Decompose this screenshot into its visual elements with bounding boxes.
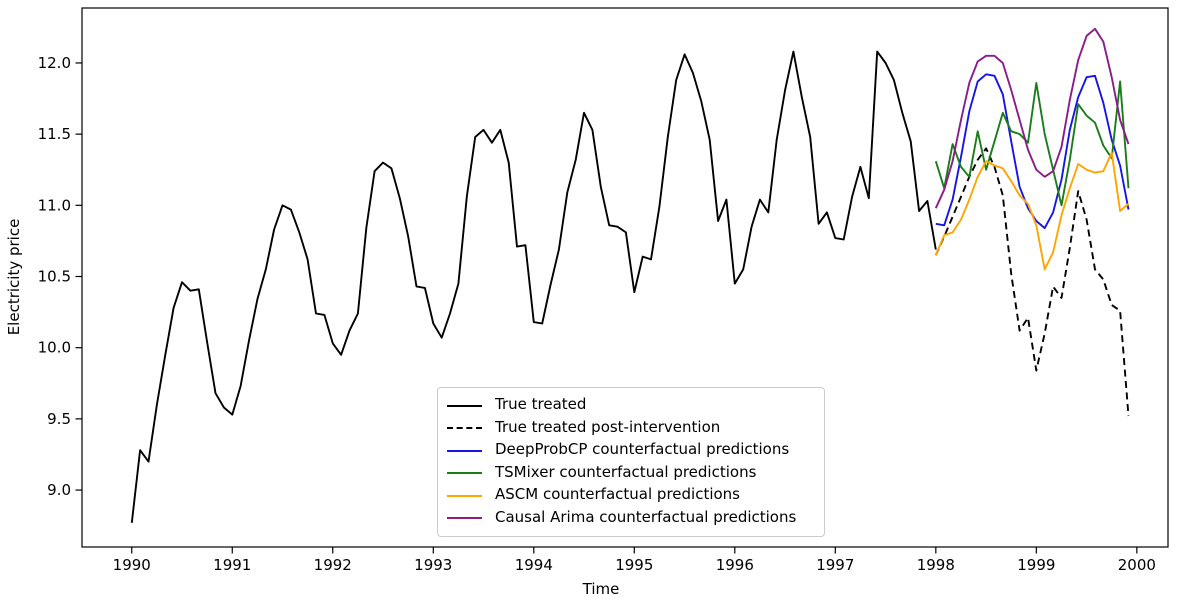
legend-label: True treated post-intervention <box>495 417 721 436</box>
legend-item: ASCM counterfactual predictions <box>447 485 814 506</box>
x-tick-label: 1995 <box>615 556 653 574</box>
x-tick-label: 1997 <box>816 556 854 574</box>
legend-line-swatch <box>447 449 482 452</box>
y-tick-label: 9.0 <box>47 481 71 499</box>
x-tick-label: 1991 <box>213 556 251 574</box>
legend-label: DeepProbCP counterfactual predictions <box>495 440 790 459</box>
legend-item: True treated <box>447 395 814 416</box>
x-tick-label: 1993 <box>414 556 452 574</box>
x-tick-label: 1998 <box>917 556 955 574</box>
legend-line-swatch <box>447 427 482 430</box>
y-tick-label: 11.0 <box>38 196 71 214</box>
y-axis-label: Electricity price <box>5 218 23 336</box>
x-tick-label: 1994 <box>515 556 553 574</box>
y-tick-label: 10.0 <box>38 339 71 357</box>
legend-label: ASCM counterfactual predictions <box>495 485 740 504</box>
legend-line-swatch <box>447 517 482 520</box>
x-tick-label: 1992 <box>314 556 352 574</box>
legend-item: Causal Arima counterfactual predictions <box>447 508 814 529</box>
series-line-deepprobcp-counterfactual-predictions <box>935 73 1130 230</box>
legend-item: True treated post-intervention <box>447 418 814 439</box>
legend-label: Causal Arima counterfactual predictions <box>495 507 797 526</box>
axes-frame <box>81 7 1169 548</box>
y-tick-label: 9.5 <box>47 410 71 428</box>
x-tick-label: 1996 <box>716 556 754 574</box>
x-tick-label: 1999 <box>1017 556 1055 574</box>
legend: True treated True treated post-interventi… <box>437 387 825 537</box>
legend-line-swatch <box>447 404 482 407</box>
y-tick-label: 11.5 <box>38 125 71 143</box>
legend-label: TSMixer counterfactual predictions <box>495 462 757 481</box>
series-line-true-treated <box>130 50 937 523</box>
series-line-ascm-counterfactual-predictions <box>934 151 1130 271</box>
series-line-tsmixer-counterfactual-predictions <box>934 80 1130 207</box>
series-line-true-treated-post-intervention <box>934 147 1130 417</box>
legend-line-swatch <box>447 472 482 475</box>
legend-item: DeepProbCP counterfactual predictions <box>447 440 814 461</box>
x-tick-label: 1990 <box>113 556 151 574</box>
legend-line-swatch <box>447 494 482 497</box>
y-tick-label: 10.5 <box>38 268 71 286</box>
x-axis-label: Time <box>582 580 620 598</box>
series-line-causal-arima-counterfactual-predictions <box>934 27 1130 209</box>
x-tick-label: 2000 <box>1118 556 1156 574</box>
legend-item: TSMixer counterfactual predictions <box>447 463 814 484</box>
y-tick-label: 12.0 <box>38 54 71 72</box>
legend-label: True treated <box>495 395 587 413</box>
